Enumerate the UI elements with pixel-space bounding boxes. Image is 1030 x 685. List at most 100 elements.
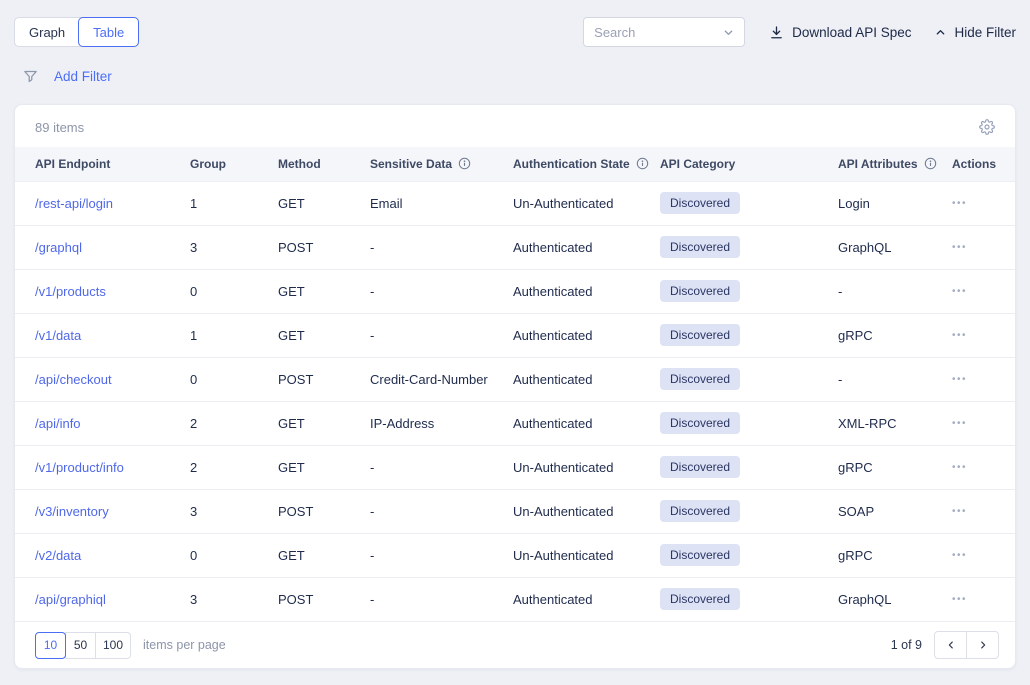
row-actions-button[interactable]: ••• xyxy=(952,502,967,521)
download-api-spec-button[interactable]: Download API Spec xyxy=(769,25,911,40)
endpoint-link[interactable]: /api/checkout xyxy=(35,371,112,387)
page-size-button[interactable]: 10 xyxy=(35,631,66,659)
api-category-badge: Discovered xyxy=(660,456,741,478)
api-endpoints-table: API Endpoint Group Method Sensitive Data Aut… xyxy=(15,147,1015,621)
table-settings-button[interactable] xyxy=(979,119,995,135)
row-actions-button[interactable]: ••• xyxy=(952,370,967,389)
endpoint-link[interactable]: /v1/data xyxy=(35,327,82,343)
chevron-up-icon xyxy=(935,27,946,38)
hide-filter-label: Hide Filter xyxy=(954,24,1016,40)
column-label: API Attributes xyxy=(838,156,918,171)
group-cell: 0 xyxy=(190,356,278,401)
attributes-cell: GraphQL xyxy=(838,224,952,269)
sensitive-data-cell: IP-Address xyxy=(370,400,513,445)
next-page-button[interactable] xyxy=(966,631,999,659)
method-cell: GET xyxy=(278,180,370,225)
method-cell: GET xyxy=(278,532,370,577)
auth-state-cell: Un-Authenticated xyxy=(513,444,660,489)
endpoint-link[interactable]: /rest-api/login xyxy=(35,195,114,211)
method-cell: POST xyxy=(278,224,370,269)
column-label: Group xyxy=(190,156,226,171)
search-combobox[interactable] xyxy=(583,17,746,47)
page-size-button[interactable]: 50 xyxy=(65,631,96,659)
table-row: /api/info 2 GET IP-Address Authenticated… xyxy=(15,400,1015,445)
row-actions-button[interactable]: ••• xyxy=(952,326,967,345)
chevron-left-icon xyxy=(946,640,956,650)
endpoint-link[interactable]: /api/graphiql xyxy=(35,591,106,607)
endpoint-link[interactable]: /api/info xyxy=(35,415,81,431)
auth-state-cell: Authenticated xyxy=(513,312,660,357)
auth-state-cell: Authenticated xyxy=(513,268,660,313)
endpoint-link[interactable]: /v1/product/info xyxy=(35,459,124,475)
info-icon xyxy=(636,157,649,170)
sensitive-data-cell: Email xyxy=(370,180,513,225)
row-actions-button[interactable]: ••• xyxy=(952,590,967,609)
method-cell: GET xyxy=(278,268,370,313)
card-header: 89 items xyxy=(15,105,1015,147)
method-cell: GET xyxy=(278,312,370,357)
endpoint-link[interactable]: /v1/products xyxy=(35,283,106,299)
attributes-cell: gRPC xyxy=(838,444,952,489)
group-cell: 3 xyxy=(190,488,278,533)
method-cell: POST xyxy=(278,356,370,401)
endpoint-link[interactable]: /graphql xyxy=(35,239,82,255)
info-icon xyxy=(458,157,471,170)
sensitive-data-cell: - xyxy=(370,268,513,313)
column-label: API Category xyxy=(660,156,736,171)
tab-graph[interactable]: Graph xyxy=(15,18,80,46)
group-cell: 3 xyxy=(190,576,278,621)
table-header-row: API Endpoint Group Method Sensitive Data Aut… xyxy=(15,147,1015,181)
row-actions-button[interactable]: ••• xyxy=(952,238,967,257)
column-label: Method xyxy=(278,156,321,171)
auth-state-cell: Un-Authenticated xyxy=(513,180,660,225)
attributes-cell: - xyxy=(838,268,952,313)
previous-page-button[interactable] xyxy=(934,631,967,659)
table-row: /v3/inventory 3 POST - Un-Authenticated … xyxy=(15,488,1015,533)
hide-filter-button[interactable]: Hide Filter xyxy=(935,25,1016,40)
column-label: API Endpoint xyxy=(35,156,111,171)
sensitive-data-cell: - xyxy=(370,532,513,577)
filter-bar: Add Filter xyxy=(0,47,1030,85)
tab-table[interactable]: Table xyxy=(78,17,140,47)
column-label: Actions xyxy=(952,156,997,171)
table-row: /graphql 3 POST - Authenticated Discover… xyxy=(15,224,1015,269)
items-per-page-label: items per page xyxy=(143,638,226,652)
view-toggle: Graph Table xyxy=(14,17,140,47)
table-row: /v1/data 1 GET - Authenticated Discovere… xyxy=(15,312,1015,357)
pagination-bar: 10 50 100 items per page 1 of 9 xyxy=(15,621,1015,668)
page-size-button[interactable]: 100 xyxy=(95,631,132,659)
method-cell: POST xyxy=(278,488,370,533)
row-actions-button[interactable]: ••• xyxy=(952,458,967,477)
api-category-badge: Discovered xyxy=(660,544,741,566)
endpoint-link[interactable]: /v2/data xyxy=(35,547,82,563)
endpoint-link[interactable]: /v3/inventory xyxy=(35,503,109,519)
column-label: Authentication State xyxy=(513,156,630,171)
api-category-badge: Discovered xyxy=(660,280,741,302)
column-label: Sensitive Data xyxy=(370,156,453,171)
group-cell: 1 xyxy=(190,312,278,357)
gear-icon xyxy=(979,119,995,135)
column-header: Method xyxy=(278,147,370,181)
table-row: /v2/data 0 GET - Un-Authenticated Discov… xyxy=(15,532,1015,577)
auth-state-cell: Un-Authenticated xyxy=(513,532,660,577)
page-info: 1 of 9 xyxy=(890,638,922,652)
row-actions-button[interactable]: ••• xyxy=(952,546,967,565)
group-cell: 2 xyxy=(190,400,278,445)
search-input[interactable] xyxy=(594,24,718,40)
table-row: /api/graphiql 3 POST - Authenticated Dis… xyxy=(15,576,1015,621)
pager xyxy=(934,631,999,659)
row-actions-button[interactable]: ••• xyxy=(952,282,967,301)
group-cell: 0 xyxy=(190,268,278,313)
sensitive-data-cell: Credit-Card-Number xyxy=(370,356,513,401)
group-cell: 1 xyxy=(190,180,278,225)
column-header: API Attributes xyxy=(838,147,952,181)
column-header: Group xyxy=(190,147,278,181)
add-filter-button[interactable]: Add Filter xyxy=(54,69,112,84)
row-actions-button[interactable]: ••• xyxy=(952,414,967,433)
attributes-cell: - xyxy=(838,356,952,401)
row-actions-button[interactable]: ••• xyxy=(952,194,967,213)
attributes-cell: gRPC xyxy=(838,312,952,357)
attributes-cell: gRPC xyxy=(838,532,952,577)
method-cell: GET xyxy=(278,400,370,445)
chevron-down-icon xyxy=(723,27,734,38)
